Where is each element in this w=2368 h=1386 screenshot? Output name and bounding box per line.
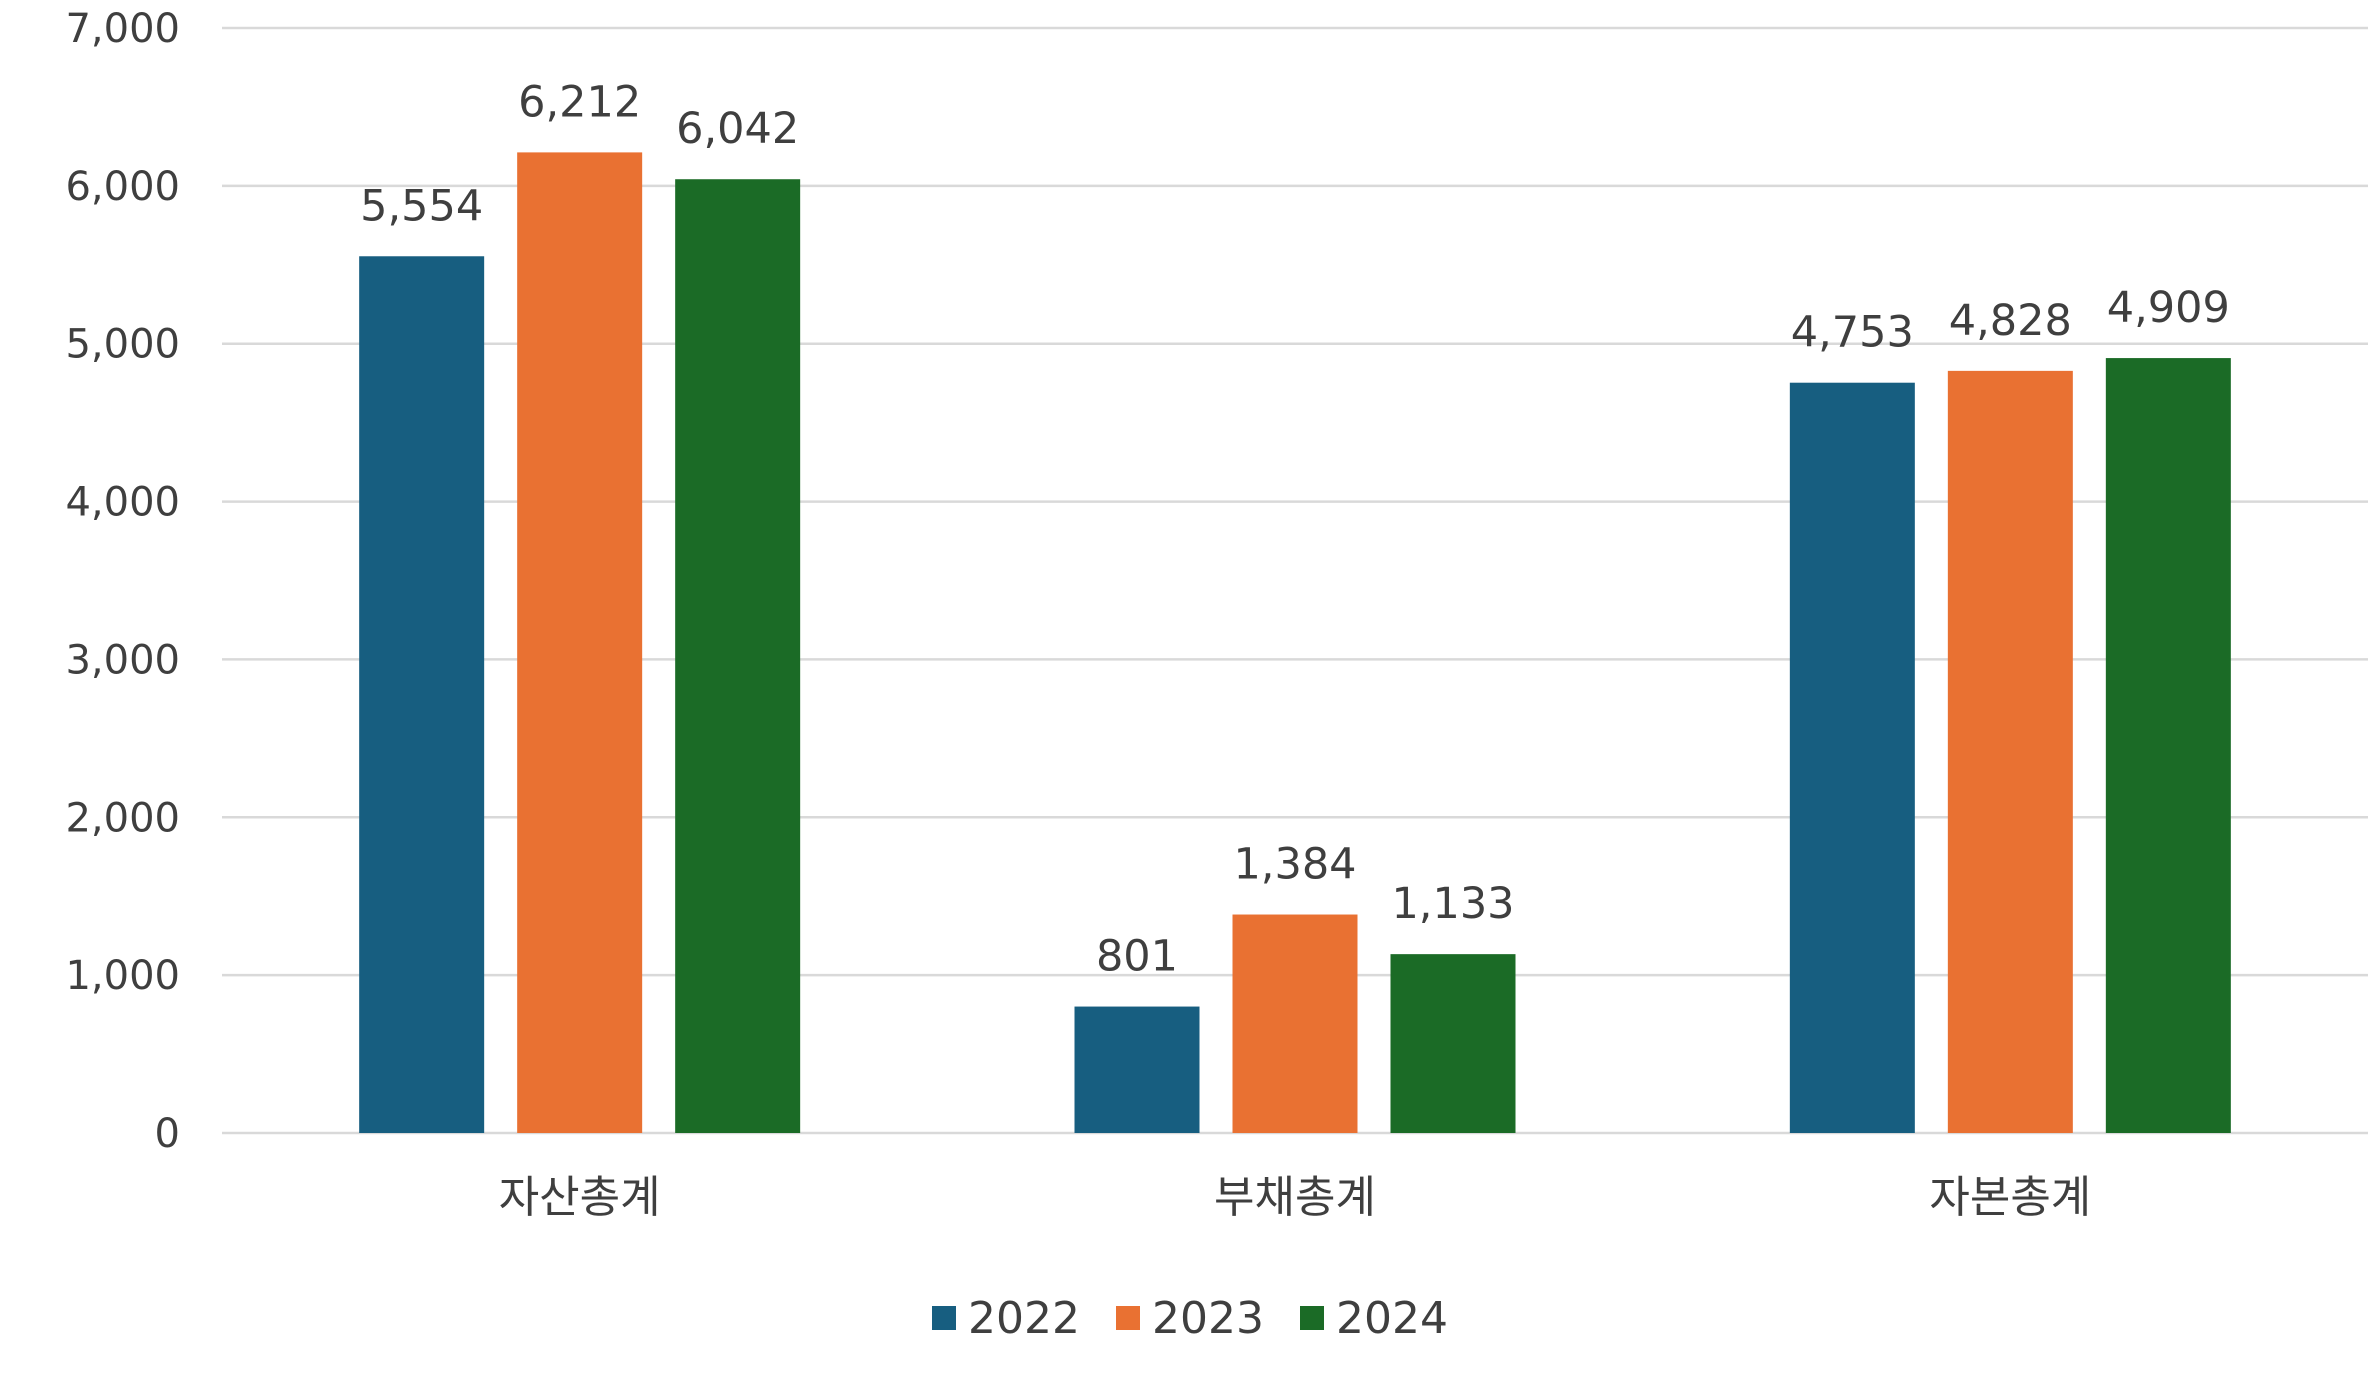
y-axis-tick-labels: 0 1,000 2,000 3,000 4,000 5,000 6,000 7,000: [65, 6, 180, 1157]
bar-2023-2: [1232, 914, 1358, 1133]
data-labels: 5,554 6,212 6,042 801 1,384 1,133 4,753 4,828 4,…: [360, 77, 2230, 981]
x-axis-category-labels: 자산총계 부채총계 자본총계: [499, 1172, 2092, 1223]
y-tick-label: 1,000: [65, 953, 180, 999]
legend-swatch-2024: [1300, 1306, 1324, 1330]
y-tick-label: 4,000: [65, 480, 180, 526]
data-label: 1,133: [1391, 879, 1514, 929]
bar-2023-1: [517, 152, 643, 1134]
y-tick-label: 0: [155, 1111, 180, 1157]
legend-label: 2023: [1152, 1293, 1264, 1344]
data-label: 6,212: [518, 77, 641, 127]
category-label: 부채총계: [1214, 1172, 1376, 1223]
bar-2022-1: [359, 256, 485, 1133]
data-label: 6,042: [676, 104, 799, 154]
y-tick-label: 6,000: [65, 164, 180, 210]
category-label: 자본총계: [1929, 1172, 2091, 1223]
bar-2024-1: [675, 179, 801, 1133]
data-label: 1,384: [1233, 840, 1356, 890]
bar-2024-3: [2105, 358, 2231, 1133]
data-label: 5,554: [360, 181, 483, 231]
data-label: 4,753: [1791, 308, 1914, 358]
bar-2023-3: [1947, 370, 2073, 1133]
legend: 2022 2023 2024: [932, 1293, 1448, 1344]
data-label: 801: [1096, 932, 1178, 982]
bar-2022-2: [1074, 1006, 1200, 1133]
bar-2022-3: [1789, 382, 1915, 1134]
legend-label: 2024: [1336, 1293, 1448, 1344]
category-label: 자산총계: [499, 1172, 661, 1223]
bars: [359, 152, 2231, 1134]
y-tick-label: 7,000: [65, 6, 180, 52]
data-label: 4,828: [1949, 296, 2072, 346]
legend-swatch-2022: [932, 1306, 956, 1330]
legend-swatch-2023: [1116, 1306, 1140, 1330]
y-tick-label: 2,000: [65, 795, 180, 841]
y-tick-label: 3,000: [65, 637, 180, 683]
bar-2024-2: [1390, 954, 1516, 1133]
data-label: 4,909: [2107, 283, 2230, 333]
y-tick-label: 5,000: [65, 322, 180, 368]
legend-label: 2022: [968, 1293, 1080, 1344]
